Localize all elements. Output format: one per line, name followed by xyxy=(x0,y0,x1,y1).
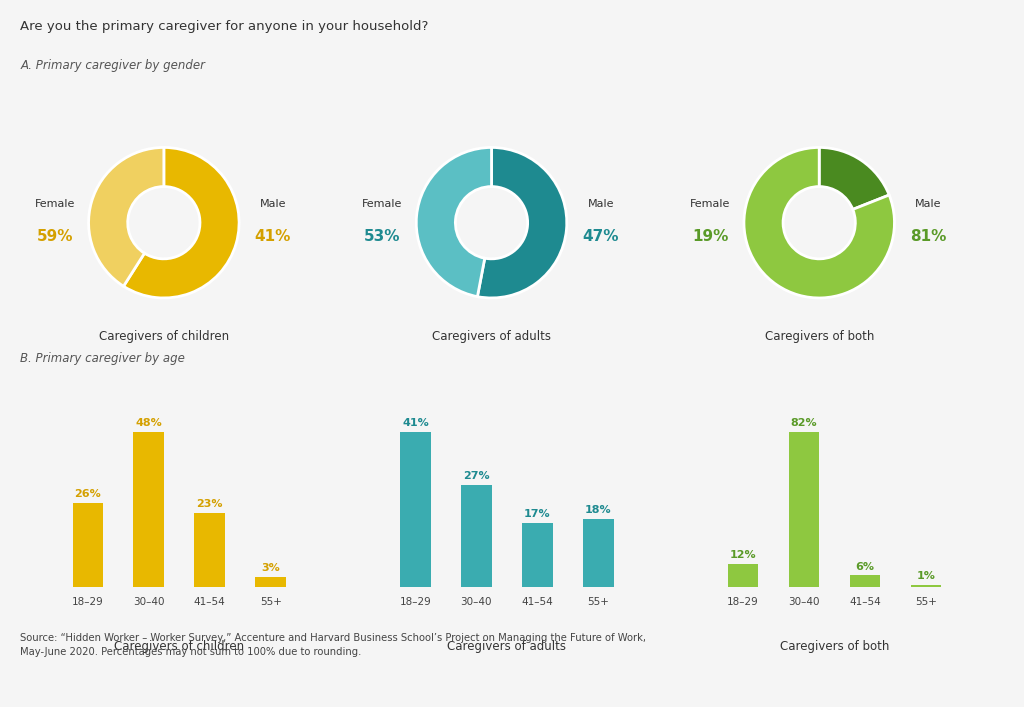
Wedge shape xyxy=(417,148,492,297)
Bar xyxy=(255,577,286,587)
Text: Male: Male xyxy=(588,199,614,209)
Bar xyxy=(400,432,431,587)
Bar xyxy=(728,564,759,587)
Bar xyxy=(583,519,613,587)
Wedge shape xyxy=(819,148,889,209)
Text: Female: Female xyxy=(690,199,730,209)
Text: Caregivers of children: Caregivers of children xyxy=(114,640,245,653)
Bar xyxy=(73,503,103,587)
Text: 18%: 18% xyxy=(585,505,611,515)
Text: Caregivers of children: Caregivers of children xyxy=(98,329,229,343)
Bar xyxy=(788,432,819,587)
Bar xyxy=(133,432,164,587)
Text: Caregivers of both: Caregivers of both xyxy=(780,640,889,653)
Text: 1%: 1% xyxy=(916,571,936,581)
Text: 41%: 41% xyxy=(402,419,429,428)
Text: 48%: 48% xyxy=(135,419,162,428)
Text: Are you the primary caregiver for anyone in your household?: Are you the primary caregiver for anyone… xyxy=(20,20,429,33)
Text: 82%: 82% xyxy=(791,419,817,428)
Text: 3%: 3% xyxy=(261,563,280,573)
Bar xyxy=(850,575,881,587)
Text: Female: Female xyxy=(35,199,75,209)
Text: 17%: 17% xyxy=(524,509,551,519)
Text: Caregivers of adults: Caregivers of adults xyxy=(432,329,551,343)
Text: 81%: 81% xyxy=(910,229,946,244)
Wedge shape xyxy=(744,148,894,298)
Wedge shape xyxy=(89,148,164,286)
Bar xyxy=(461,485,492,587)
Text: 59%: 59% xyxy=(37,229,73,244)
Text: 47%: 47% xyxy=(583,229,618,244)
Text: 12%: 12% xyxy=(730,550,757,561)
Text: Female: Female xyxy=(362,199,402,209)
Text: 41%: 41% xyxy=(255,229,291,244)
Text: 23%: 23% xyxy=(197,499,223,509)
Text: Caregivers of both: Caregivers of both xyxy=(765,329,873,343)
Text: Male: Male xyxy=(260,199,287,209)
Text: 26%: 26% xyxy=(75,489,101,499)
Text: Male: Male xyxy=(915,199,942,209)
Bar xyxy=(522,522,553,587)
Wedge shape xyxy=(477,148,566,298)
Bar xyxy=(910,585,941,587)
Text: 19%: 19% xyxy=(692,229,728,244)
Text: 53%: 53% xyxy=(365,229,400,244)
Text: Source: “Hidden Worker – Worker Survey,” Accenture and Harvard Business School’s: Source: “Hidden Worker – Worker Survey,”… xyxy=(20,633,646,657)
Wedge shape xyxy=(124,148,239,298)
Bar xyxy=(195,513,225,587)
Text: B. Primary caregiver by age: B. Primary caregiver by age xyxy=(20,352,185,366)
Text: A. Primary caregiver by gender: A. Primary caregiver by gender xyxy=(20,59,206,72)
Text: Caregivers of adults: Caregivers of adults xyxy=(447,640,566,653)
Text: 27%: 27% xyxy=(463,471,489,481)
Text: 6%: 6% xyxy=(855,561,874,572)
